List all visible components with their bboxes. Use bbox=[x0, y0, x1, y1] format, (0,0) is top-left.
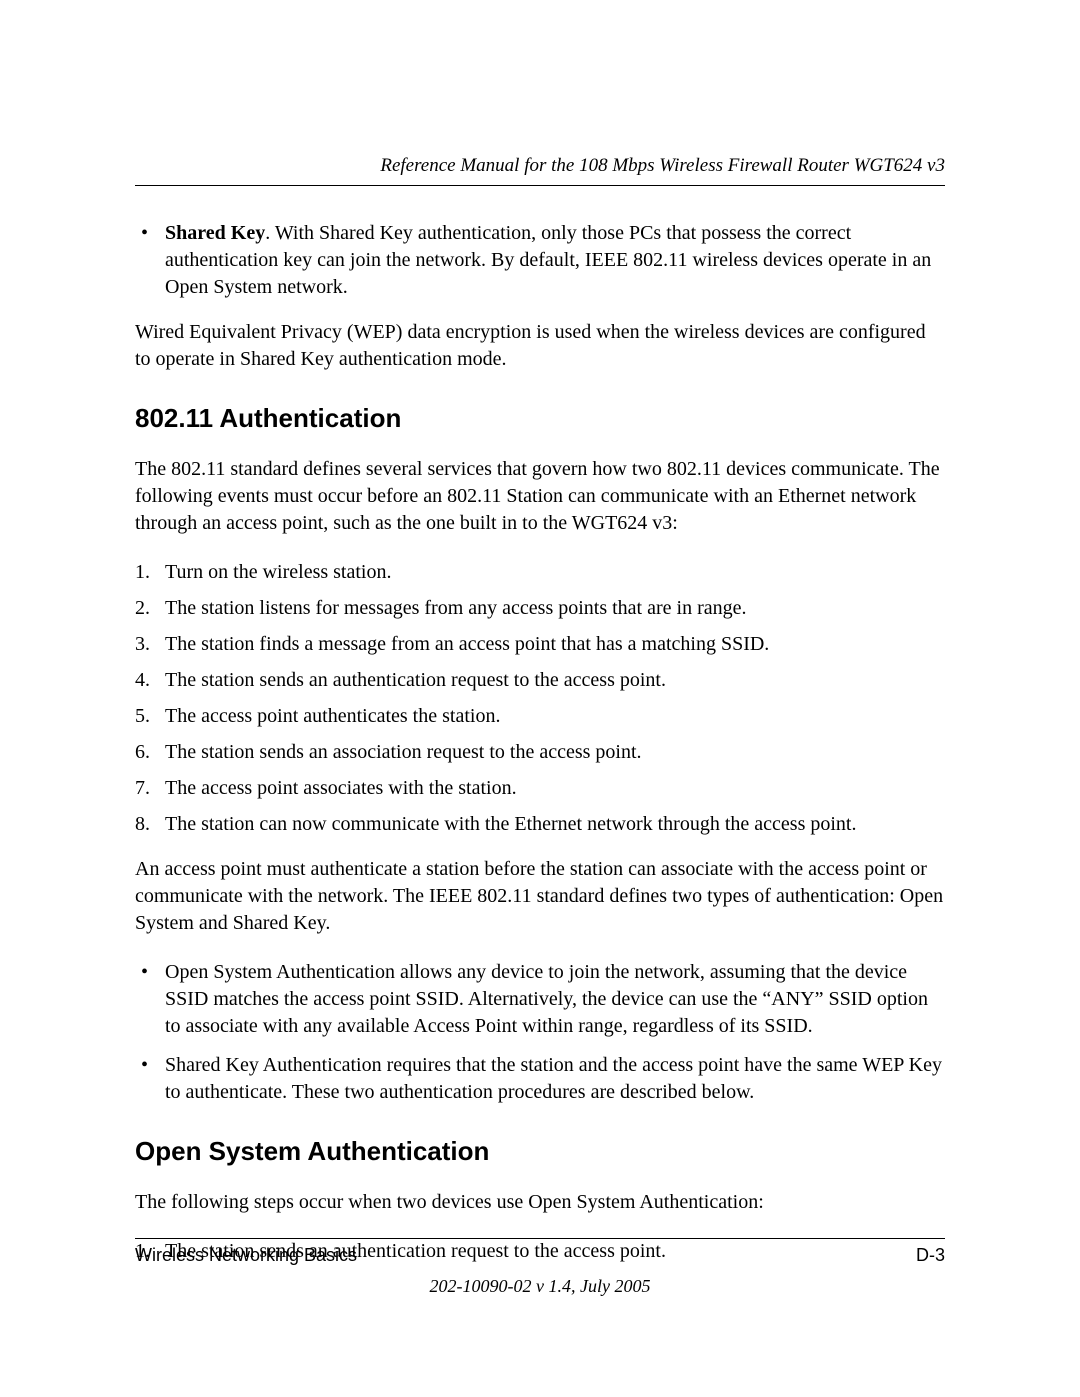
header-title: Reference Manual for the 108 Mbps Wirele… bbox=[135, 155, 945, 177]
shared-key-bold: Shared Key bbox=[165, 222, 265, 244]
list-item: Shared Key. With Shared Key authenticati… bbox=[135, 220, 945, 301]
list-item: The access point associates with the sta… bbox=[135, 775, 945, 802]
list-item: The station sends an association request… bbox=[135, 739, 945, 766]
heading-authentication: 802.11 Authentication bbox=[135, 403, 945, 434]
footer-row: Wireless Networking Basics D-3 bbox=[135, 1245, 945, 1266]
list-item: Turn on the wireless station. bbox=[135, 559, 945, 586]
list-item: The station listens for messages from an… bbox=[135, 595, 945, 622]
list-item: The station can now communicate with the… bbox=[135, 811, 945, 838]
shared-key-bullet-list: Shared Key. With Shared Key authenticati… bbox=[135, 220, 945, 301]
auth-steps-list: Turn on the wireless station. The statio… bbox=[135, 559, 945, 838]
list-item: Open System Authentication allows any de… bbox=[135, 959, 945, 1040]
list-item: The station finds a message from an acce… bbox=[135, 631, 945, 658]
after-steps-paragraph: An access point must authenticate a stat… bbox=[135, 856, 945, 937]
footer-section-title: Wireless Networking Basics bbox=[135, 1245, 357, 1266]
list-item: The station sends an authentication requ… bbox=[135, 667, 945, 694]
list-item: Shared Key Authentication requires that … bbox=[135, 1052, 945, 1106]
footer-rule bbox=[135, 1238, 945, 1239]
header-rule bbox=[135, 185, 945, 186]
footer-version: 202-10090-02 v 1.4, July 2005 bbox=[135, 1276, 945, 1297]
footer-page-number: D-3 bbox=[916, 1245, 945, 1266]
auth-intro-paragraph: The 802.11 standard defines several serv… bbox=[135, 456, 945, 537]
auth-types-list: Open System Authentication allows any de… bbox=[135, 959, 945, 1106]
list-item: The access point authenticates the stati… bbox=[135, 703, 945, 730]
page-footer: Wireless Networking Basics D-3 202-10090… bbox=[135, 1238, 945, 1297]
heading-open-system: Open System Authentication bbox=[135, 1136, 945, 1167]
wep-paragraph: Wired Equivalent Privacy (WEP) data encr… bbox=[135, 319, 945, 373]
shared-key-text: . With Shared Key authentication, only t… bbox=[165, 222, 931, 298]
open-intro-paragraph: The following steps occur when two devic… bbox=[135, 1189, 945, 1216]
document-page: Reference Manual for the 108 Mbps Wirele… bbox=[0, 0, 1080, 1397]
